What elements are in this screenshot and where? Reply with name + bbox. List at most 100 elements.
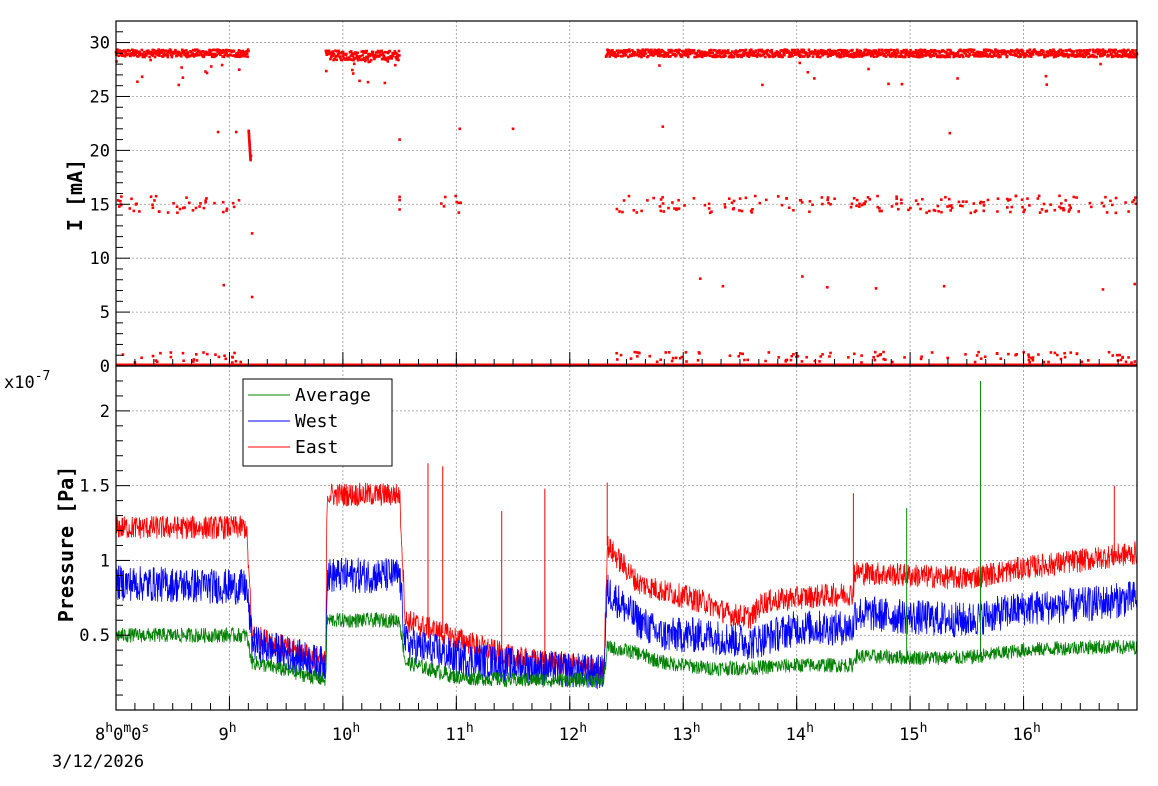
current-point <box>174 48 177 52</box>
current-point <box>123 54 127 58</box>
current-point <box>1042 202 1046 206</box>
current-point <box>666 54 670 57</box>
current-point <box>678 49 681 52</box>
current-point <box>1049 48 1052 52</box>
current-point <box>925 211 928 214</box>
current-point <box>458 127 462 131</box>
x-start-time-label: 8h0m0s <box>95 721 149 745</box>
current-point <box>151 52 154 55</box>
current-point <box>668 49 672 53</box>
current-point <box>214 52 217 56</box>
current-point <box>1006 197 1009 201</box>
current-point <box>857 55 861 58</box>
current-point <box>1024 55 1027 58</box>
current-point <box>887 50 891 54</box>
current-point <box>1037 353 1040 356</box>
current-point <box>661 50 665 53</box>
current-point <box>902 51 905 54</box>
current-point <box>758 48 761 52</box>
current-point <box>335 54 338 58</box>
current-point <box>1027 54 1031 58</box>
current-point <box>873 350 877 354</box>
current-point <box>207 53 211 57</box>
current-point <box>1018 53 1022 56</box>
current-point <box>142 50 146 54</box>
current-point <box>975 354 979 357</box>
current-point <box>124 50 128 53</box>
current-point <box>742 54 745 57</box>
current-point <box>920 52 923 56</box>
current-point <box>383 57 386 61</box>
current-point <box>713 53 716 57</box>
current-point <box>669 55 672 58</box>
current-point <box>810 52 813 55</box>
current-point <box>792 208 795 212</box>
current-point <box>744 48 748 52</box>
current-point <box>1024 52 1028 56</box>
current-point <box>224 50 228 53</box>
current-point <box>826 52 829 55</box>
current-point <box>978 201 982 205</box>
current-point <box>667 55 671 59</box>
current-point <box>897 51 900 55</box>
current-point <box>335 58 339 62</box>
current-point <box>662 53 666 57</box>
current-point <box>944 195 947 199</box>
current-point <box>248 144 251 147</box>
current-point <box>1053 53 1057 56</box>
current-point <box>1087 55 1090 59</box>
current-point <box>930 48 933 52</box>
current-point <box>183 206 186 209</box>
current-point <box>374 55 377 59</box>
current-point <box>883 54 886 58</box>
current-point <box>170 53 174 57</box>
current-point <box>1058 194 1061 198</box>
current-point <box>751 207 754 211</box>
current-point <box>248 140 251 144</box>
current-point <box>128 49 131 53</box>
current-point <box>914 199 918 202</box>
current-point <box>714 55 718 59</box>
current-point <box>715 53 718 56</box>
current-point <box>709 48 713 52</box>
current-point <box>342 52 345 56</box>
current-point <box>1061 54 1064 57</box>
pressure-axis-title: Pressure [Pa] <box>54 466 78 623</box>
current-point <box>613 51 617 55</box>
current-point <box>232 50 236 53</box>
current-point <box>761 83 764 87</box>
current-point <box>121 54 125 57</box>
current-point <box>362 51 365 54</box>
current-point <box>1116 53 1119 57</box>
current-point <box>770 51 774 54</box>
current-point <box>177 50 181 54</box>
current-point <box>881 49 884 53</box>
current-point <box>791 54 794 58</box>
current-point <box>397 49 401 53</box>
current-point <box>213 201 216 205</box>
current-point <box>700 52 703 56</box>
current-point <box>991 54 994 58</box>
current-point <box>201 50 205 53</box>
current-point <box>961 204 964 208</box>
current-point <box>673 52 676 56</box>
current-point <box>977 51 981 54</box>
current-point <box>1121 356 1124 359</box>
current-point <box>616 358 619 361</box>
current-point <box>1082 55 1085 59</box>
current-point <box>605 53 609 56</box>
current-point <box>1107 54 1110 58</box>
current-point <box>833 49 837 53</box>
current-point <box>986 198 990 202</box>
current-point <box>889 48 893 52</box>
current-point <box>354 51 357 54</box>
current-point <box>341 50 345 54</box>
current-point <box>182 49 186 53</box>
current-point <box>777 55 781 58</box>
current-point <box>878 51 882 55</box>
current-point <box>161 48 165 52</box>
current-point <box>385 51 388 54</box>
x-date-label: 3/12/2026 <box>52 752 144 772</box>
current-point <box>1003 50 1007 53</box>
current-point <box>350 58 354 62</box>
